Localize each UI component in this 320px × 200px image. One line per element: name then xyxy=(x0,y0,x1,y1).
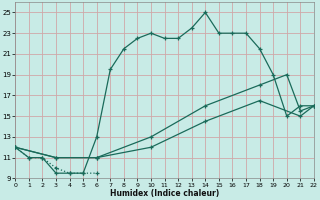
X-axis label: Humidex (Indice chaleur): Humidex (Indice chaleur) xyxy=(110,189,219,198)
